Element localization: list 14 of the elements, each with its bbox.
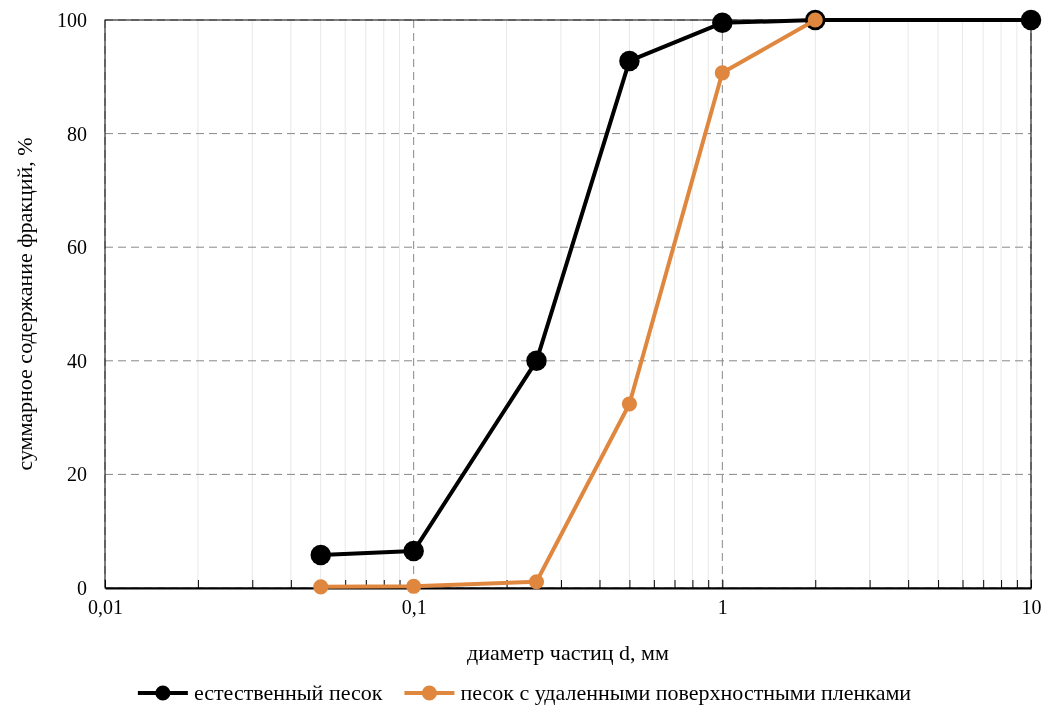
y-tick-label: 80 [67,122,87,145]
y-axis-title: суммарное содержание фракций, % [12,137,37,471]
y-tick-label: 0 [77,576,87,599]
y-tick-label: 100 [57,8,87,31]
x-tick-label: 0,01 [88,596,123,619]
x-tick-label: 10 [1021,596,1042,619]
y-tick-label: 60 [67,236,87,259]
y-tick-label: 40 [67,349,87,372]
x-axis-title: диаметр частиц d, мм [467,640,670,665]
x-tick-label: 0,1 [401,596,427,619]
legend-label: естественный песок [193,680,383,705]
x-tick-label: 1 [717,596,728,619]
legend-label: песок с удаленными поверхностными пленками [460,680,912,705]
y-tick-label: 20 [67,463,87,486]
